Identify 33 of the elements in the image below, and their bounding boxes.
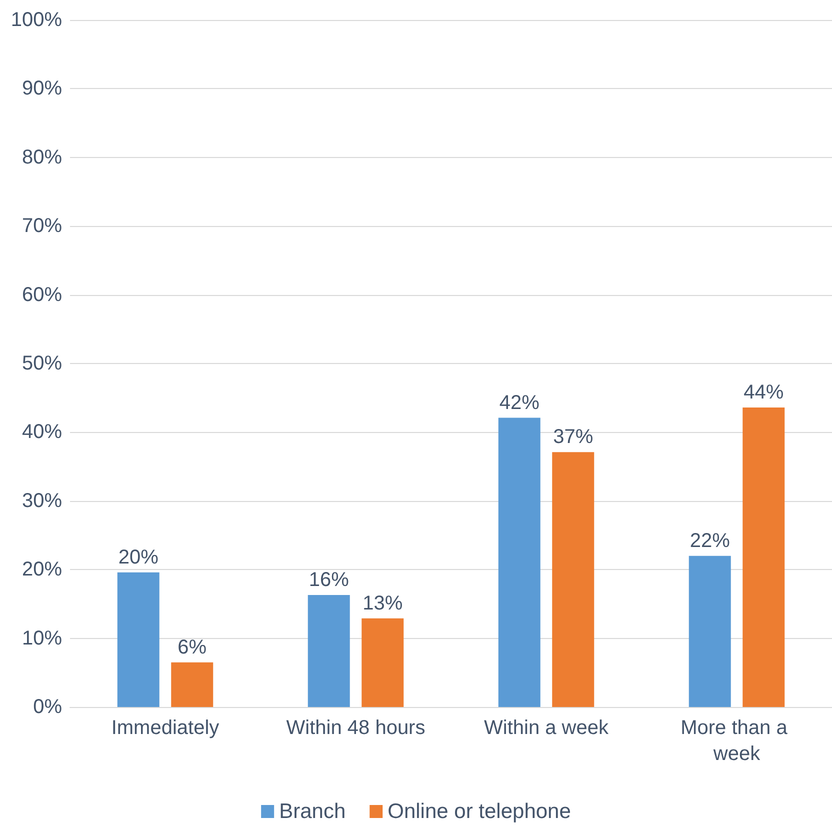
data-label: 37%	[553, 426, 594, 448]
data-label: 16%	[308, 569, 350, 592]
y-tick-label: 10%	[22, 627, 62, 650]
x-tick-label: More than a week	[680, 717, 793, 765]
data-label: 13%	[362, 592, 403, 614]
x-tick-label: Within a week	[484, 717, 610, 739]
bar	[498, 418, 540, 707]
y-tick-label: 30%	[22, 490, 62, 512]
bar	[308, 595, 350, 707]
x-tick-label: Within 48 hours	[286, 717, 426, 739]
bar	[362, 618, 404, 707]
y-tick-label: 0%	[33, 696, 62, 718]
data-label: 22%	[690, 530, 730, 552]
y-tick-label: 50%	[22, 352, 62, 374]
x-tick-label: Immediately	[111, 717, 220, 739]
bar	[742, 407, 785, 707]
y-tick-label: 100%	[10, 9, 62, 31]
data-label: 44%	[744, 381, 784, 404]
bar	[552, 452, 594, 707]
data-label: 20%	[118, 546, 159, 568]
bar	[117, 572, 160, 707]
y-tick-label: 80%	[22, 146, 62, 168]
y-tick-label: 40%	[22, 421, 62, 444]
data-label: 6%	[178, 636, 207, 658]
y-tick-label: 20%	[22, 558, 62, 581]
bar	[171, 662, 214, 707]
y-tick-label: 70%	[22, 215, 62, 238]
legend-label: Online or telephone	[388, 800, 571, 823]
bar	[688, 556, 731, 707]
data-label: 42%	[499, 392, 540, 414]
y-tick-label: 90%	[22, 78, 62, 100]
legend-label: Branch	[279, 800, 346, 823]
y-tick-label: 60%	[22, 284, 62, 306]
